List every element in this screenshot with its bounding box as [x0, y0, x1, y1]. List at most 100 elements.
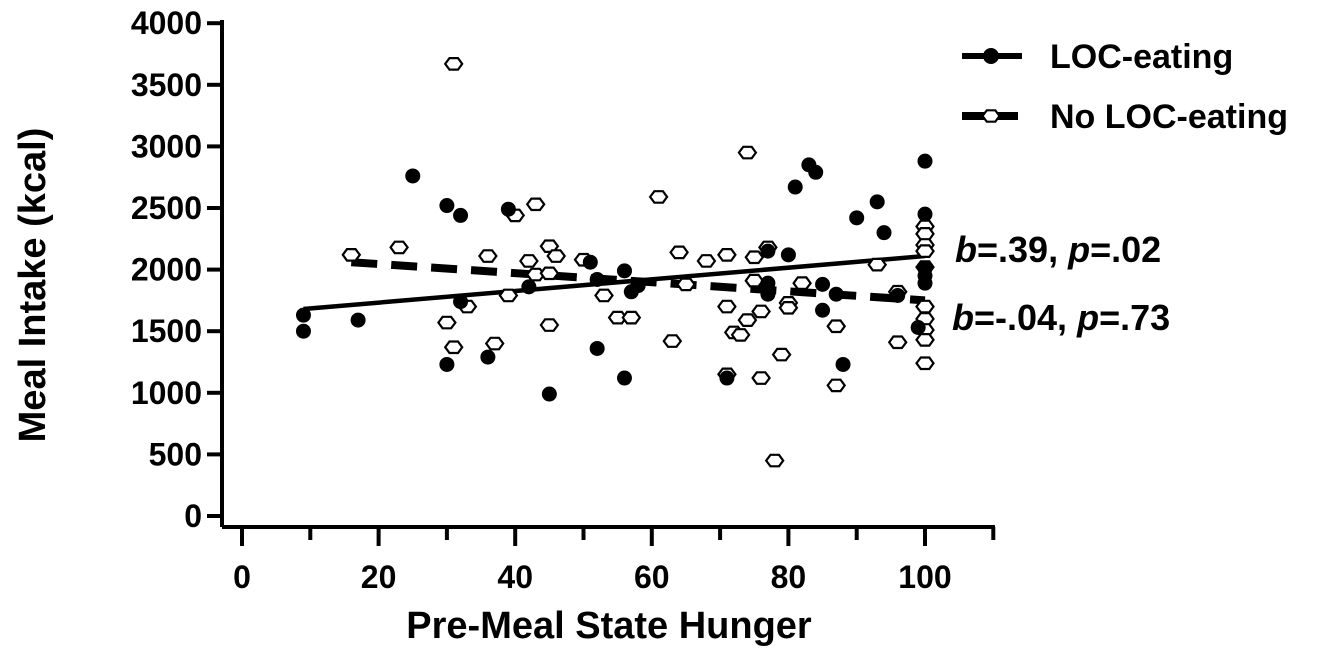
y-tick-label: 2500: [131, 190, 202, 226]
point-no-loc-eating: [607, 310, 628, 325]
x-tick-label: 20: [361, 559, 397, 595]
point-loc-eating: [541, 386, 557, 402]
point-loc-eating: [480, 349, 496, 365]
point-no-loc-eating: [484, 336, 505, 351]
point-loc-eating: [521, 279, 537, 295]
point-no-loc-eating: [676, 277, 696, 292]
fit-line-loc-eating: [303, 253, 926, 312]
point-no-loc-eating: [915, 244, 935, 258]
point-loc-eating: [917, 206, 933, 222]
point-loc-eating: [780, 247, 796, 263]
y-tick-label: 3000: [131, 128, 202, 164]
point-loc-eating: [815, 302, 831, 318]
point-no-loc-eating: [915, 227, 935, 241]
legend-item-loc: LOC-eating: [962, 38, 1233, 76]
point-no-loc-eating: [826, 319, 847, 334]
point-no-loc-eating: [389, 240, 409, 255]
point-no-loc-eating: [751, 304, 771, 319]
point-loc-eating: [890, 287, 906, 303]
point-no-loc-eating: [539, 266, 560, 281]
y-tick-label: 1000: [131, 375, 202, 411]
point-loc-eating: [295, 307, 311, 323]
point-loc-eating: [787, 179, 803, 195]
point-loc-eating: [876, 225, 892, 241]
x-tick-label: 0: [233, 559, 251, 595]
axes: 0 500 1000 1500 2000 2500 3000 3500 4000 0 20 40 60…: [131, 5, 996, 595]
point-loc-eating: [630, 278, 646, 294]
point-no-loc-eating: [915, 356, 935, 371]
y-tick-label: 3500: [131, 67, 202, 103]
point-loc-eating: [439, 198, 455, 214]
fit-lines: [303, 253, 926, 312]
point-loc-eating: [917, 275, 933, 291]
point-no-loc-eating: [478, 249, 498, 263]
point-no-loc-eating: [662, 334, 683, 348]
x-ticks: 0 20 40 60 80 100: [233, 527, 996, 595]
x-axis-title: Pre-Meal State Hunger: [406, 605, 812, 647]
point-no-loc-eating: [915, 299, 935, 314]
point-no-loc-eating: [341, 248, 362, 262]
point-loc-eating: [439, 356, 455, 372]
x-tick-label: 60: [634, 559, 670, 595]
y-tick-label: 500: [149, 436, 202, 472]
point-loc-eating: [405, 168, 421, 184]
legend-label-noloc: No LOC-eating: [1050, 98, 1288, 136]
point-no-loc-eating: [443, 56, 464, 71]
point-no-loc-eating: [717, 299, 737, 314]
point-no-loc-eating: [498, 288, 519, 303]
point-no-loc-eating: [778, 301, 799, 315]
point-no-loc-eating: [792, 276, 812, 290]
point-loc-eating: [869, 194, 885, 210]
legend-label-loc: LOC-eating: [1050, 38, 1233, 76]
point-no-loc-eating: [443, 340, 464, 355]
y-tick-label: 4000: [131, 5, 202, 41]
legend: LOC-eating No LOC-eating: [962, 38, 1288, 136]
point-loc-eating: [500, 201, 516, 217]
point-no-loc-eating: [751, 371, 771, 385]
legend-item-noloc: No LOC-eating: [962, 98, 1288, 136]
point-loc-eating: [582, 254, 598, 270]
annotation-noloc-b-value: =-.04,: [974, 297, 1077, 338]
y-tick-label: 0: [184, 498, 202, 534]
point-no-loc-eating: [717, 248, 737, 262]
point-loc-eating: [828, 286, 844, 302]
point-loc-eating: [453, 207, 469, 223]
annotation-loc-p-symbol: p: [1067, 229, 1090, 270]
point-no-loc-eating: [519, 254, 539, 268]
point-loc-eating: [815, 276, 831, 292]
svg-text:b=-.04, p=.73: b=-.04, p=.73: [952, 297, 1170, 338]
point-loc-eating: [616, 263, 632, 279]
point-no-loc-eating: [621, 310, 642, 325]
point-loc-eating: [910, 320, 926, 336]
point-loc-eating: [760, 243, 776, 259]
point-loc-eating: [808, 164, 824, 180]
point-loc-eating: [917, 153, 933, 169]
point-no-loc-eating: [648, 190, 669, 204]
annotation-loc-b-symbol: b: [955, 229, 977, 270]
annotation-noloc: b=-.04, p=.73: [952, 297, 1170, 338]
y-tick-label: 1500: [131, 313, 202, 349]
point-loc-eating: [760, 286, 776, 302]
point-no-loc-eating: [744, 250, 765, 265]
legend-marker-loc: [983, 48, 999, 64]
point-loc-eating: [350, 312, 366, 328]
point-loc-eating: [295, 323, 311, 339]
svg-text:b=.39, p=.02: b=.39, p=.02: [955, 229, 1161, 270]
point-no-loc-eating: [737, 313, 758, 327]
y-axis-title: Meal Intake (kcal): [12, 128, 54, 443]
y-tick-label: 2000: [131, 252, 202, 288]
point-loc-eating: [589, 340, 605, 356]
point-no-loc-eating: [539, 318, 560, 332]
annotation-noloc-b-symbol: b: [952, 297, 974, 338]
point-no-loc-eating: [437, 315, 457, 330]
point-no-loc-eating: [826, 378, 847, 393]
point-loc-eating: [616, 370, 632, 386]
data-points: [295, 56, 935, 468]
point-no-loc-eating: [594, 288, 614, 303]
point-no-loc-eating: [669, 245, 689, 260]
point-loc-eating: [849, 210, 865, 226]
y-ticks: 0 500 1000 1500 2000 2500 3000 3500 4000: [131, 5, 222, 534]
point-no-loc-eating: [764, 453, 785, 468]
point-no-loc-eating: [867, 257, 888, 272]
